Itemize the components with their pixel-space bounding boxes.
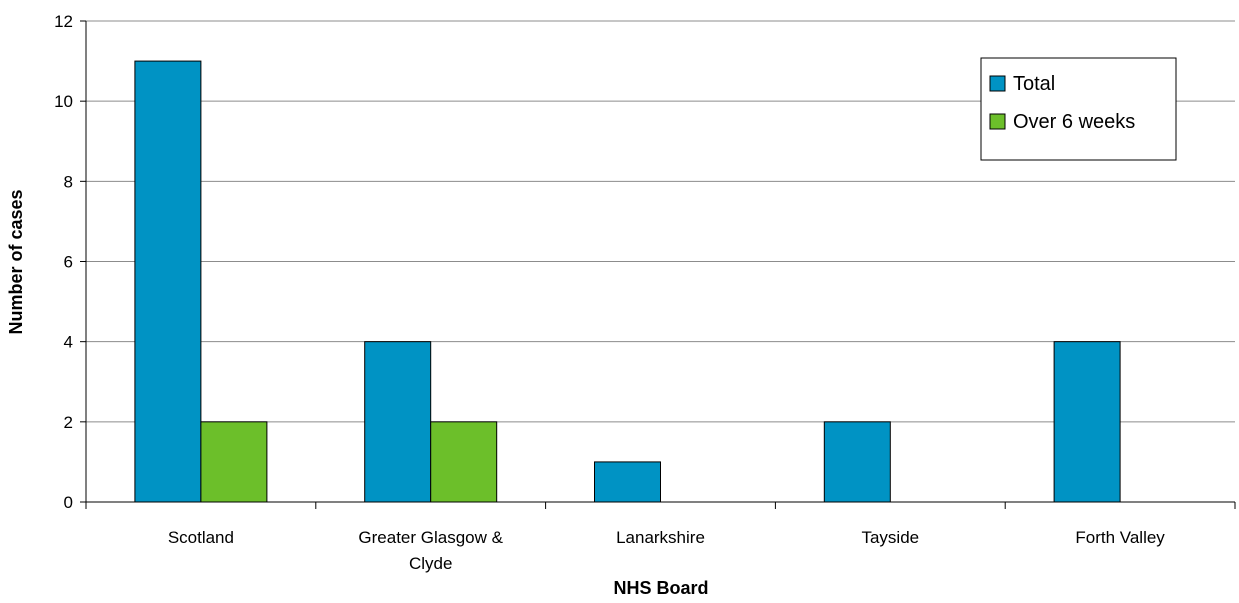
legend-swatch bbox=[989, 75, 1006, 92]
bar-total bbox=[594, 461, 661, 503]
bar-over-6-weeks bbox=[430, 421, 498, 503]
x-tick-labels: Scotland Greater Glasgow & Clyde Lanarkshir… bbox=[168, 528, 1166, 573]
bar-over-6-weeks bbox=[200, 421, 268, 503]
legend-box bbox=[980, 57, 1177, 161]
y-tick-label: 4 bbox=[64, 333, 73, 352]
y-tick-label: 8 bbox=[64, 172, 73, 191]
x-tick-label: Forth Valley bbox=[1075, 528, 1165, 547]
y-axis-title: Number of cases bbox=[6, 189, 26, 334]
bar-total bbox=[364, 341, 432, 503]
y-tick-label: 6 bbox=[64, 253, 73, 272]
gridlines bbox=[86, 20, 1235, 423]
legend-label: Total bbox=[1013, 73, 1055, 95]
legend: Total Over 6 weeks bbox=[980, 57, 1177, 161]
bars bbox=[134, 60, 1121, 503]
bar-total bbox=[823, 421, 891, 503]
x-axis-title: NHS Board bbox=[613, 578, 708, 598]
axes bbox=[80, 20, 1236, 509]
legend-label: Over 6 weeks bbox=[1013, 111, 1135, 133]
x-tick-label: Lanarkshire bbox=[616, 528, 705, 547]
x-tick-label: Greater Glasgow & Clyde bbox=[358, 528, 503, 573]
y-tick-label: 0 bbox=[64, 493, 73, 512]
y-tick-label: 12 bbox=[54, 12, 73, 31]
x-tick-label: Tayside bbox=[861, 528, 919, 547]
y-tick-label: 2 bbox=[64, 413, 73, 432]
bar-total bbox=[134, 60, 202, 503]
legend-swatch bbox=[989, 113, 1006, 130]
y-tick-labels: 0 2 4 6 8 10 12 bbox=[54, 12, 73, 512]
bar-total bbox=[1053, 341, 1121, 503]
y-tick-label: 10 bbox=[54, 92, 73, 111]
x-tick-label: Scotland bbox=[168, 528, 234, 547]
